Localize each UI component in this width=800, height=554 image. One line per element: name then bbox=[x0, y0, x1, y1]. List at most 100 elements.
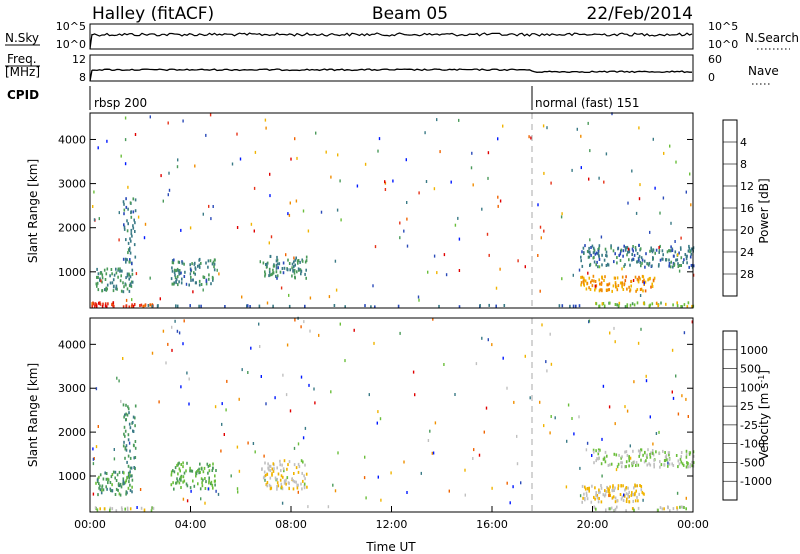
echo-cell bbox=[679, 505, 681, 509]
echo-cell bbox=[293, 260, 295, 264]
echo-cell bbox=[236, 226, 239, 229]
echo-cell bbox=[652, 453, 655, 457]
echo-cell bbox=[483, 430, 485, 434]
echo-cell bbox=[628, 250, 631, 254]
echo-cell bbox=[488, 303, 490, 307]
echo-cell bbox=[190, 489, 192, 493]
echo-cell bbox=[212, 276, 214, 280]
echo-cell bbox=[614, 340, 616, 344]
echo-cell bbox=[297, 470, 300, 474]
echo-cell bbox=[309, 296, 312, 300]
echo-cell bbox=[237, 490, 239, 494]
echo-cell bbox=[586, 487, 589, 490]
echo-cell bbox=[621, 285, 623, 289]
echo-cell bbox=[472, 457, 474, 460]
echo-cell bbox=[582, 496, 584, 500]
echo-cell bbox=[118, 470, 121, 474]
echo-cell bbox=[126, 491, 128, 495]
echo-cell bbox=[643, 281, 645, 285]
echo-cell bbox=[581, 250, 583, 254]
echo-cell bbox=[677, 253, 679, 257]
echo-cell bbox=[637, 499, 639, 503]
echo-cell bbox=[682, 261, 684, 264]
echo-cell bbox=[273, 264, 276, 268]
colorbar-tick-label: 100 bbox=[740, 381, 761, 394]
echo-cell bbox=[186, 499, 189, 503]
echo-cell bbox=[499, 199, 502, 203]
echo-cell bbox=[604, 460, 607, 464]
echo-cell bbox=[288, 481, 290, 485]
echo-cell bbox=[558, 304, 561, 308]
echo-cell bbox=[677, 465, 679, 469]
colorbar-tick-label: 16 bbox=[740, 202, 754, 215]
echo-cell bbox=[639, 484, 641, 487]
echo-cell bbox=[433, 187, 436, 191]
echo-cell bbox=[211, 262, 214, 266]
echo-cell bbox=[272, 469, 275, 473]
echo-cell bbox=[637, 256, 640, 260]
echo-cell bbox=[280, 474, 283, 478]
echo-cell bbox=[127, 207, 129, 211]
echo-cell bbox=[427, 439, 430, 442]
echo-cell bbox=[593, 248, 596, 252]
echo-cell bbox=[639, 288, 642, 291]
echo-cell bbox=[266, 481, 269, 484]
freq-trace bbox=[89, 68, 692, 82]
echo-cell bbox=[208, 204, 210, 208]
echo-cell bbox=[584, 244, 586, 248]
echo-cell bbox=[619, 252, 622, 256]
echo-cell bbox=[101, 289, 103, 293]
echo-cell bbox=[149, 276, 151, 280]
echo-cell bbox=[632, 492, 634, 496]
echo-cell bbox=[173, 258, 175, 262]
echo-cell bbox=[198, 263, 201, 267]
echo-cell bbox=[580, 259, 582, 263]
echo-cell bbox=[171, 348, 173, 352]
echo-cell bbox=[252, 442, 255, 445]
echo-cell bbox=[546, 369, 548, 373]
echo-cell bbox=[623, 493, 625, 497]
echo-cell bbox=[208, 476, 210, 480]
echo-cell bbox=[586, 494, 588, 498]
echo-cell bbox=[134, 440, 137, 443]
echo-cell bbox=[629, 444, 631, 448]
echo-cell bbox=[122, 403, 125, 407]
echo-cell bbox=[127, 222, 129, 226]
echo-cell bbox=[646, 453, 648, 457]
echo-cell bbox=[120, 485, 123, 489]
echo-cell bbox=[294, 258, 297, 262]
echo-cell bbox=[631, 461, 634, 465]
echo-cell bbox=[580, 166, 582, 170]
echo-cell bbox=[646, 463, 648, 467]
echo-cell bbox=[650, 285, 652, 289]
echo-cell bbox=[599, 288, 602, 292]
echo-cell bbox=[264, 473, 267, 477]
echo-cell bbox=[648, 304, 651, 308]
echo-cell bbox=[201, 467, 203, 471]
echo-cell bbox=[605, 152, 608, 156]
echo-cell bbox=[236, 132, 238, 136]
echo-cell bbox=[301, 487, 303, 491]
echo-cell bbox=[595, 284, 598, 288]
echo-cell bbox=[178, 269, 181, 272]
echo-cell bbox=[190, 275, 192, 279]
echo-cell bbox=[600, 462, 603, 466]
echo-cell bbox=[129, 275, 132, 279]
echo-cell bbox=[609, 331, 611, 335]
echo-cell bbox=[655, 450, 657, 454]
echo-cell bbox=[594, 280, 597, 283]
echo-cell bbox=[668, 451, 671, 455]
echo-cell bbox=[112, 301, 115, 305]
echo-cell bbox=[151, 304, 154, 308]
echo-cell bbox=[171, 269, 174, 273]
echo-cell bbox=[603, 494, 606, 498]
echo-cell bbox=[622, 484, 624, 488]
echo-cell bbox=[180, 271, 182, 275]
echo-cell bbox=[567, 403, 570, 407]
echo-cell bbox=[622, 249, 625, 253]
echo-cell bbox=[183, 275, 186, 278]
echo-cell bbox=[691, 464, 693, 468]
echo-cell bbox=[270, 235, 273, 239]
echo-cell bbox=[543, 424, 545, 428]
